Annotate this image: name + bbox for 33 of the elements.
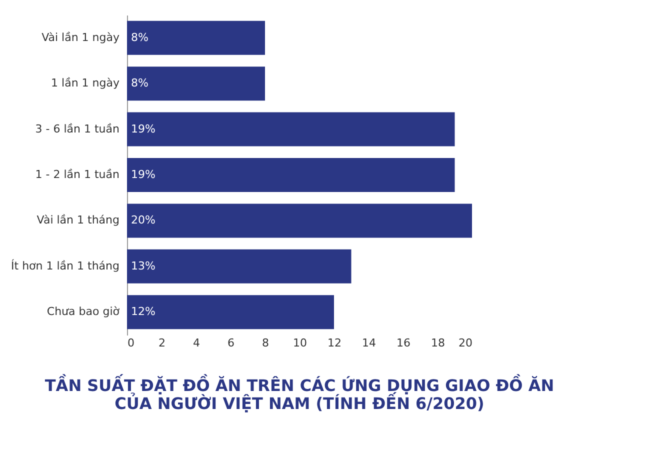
x-tick-label: 20: [458, 336, 472, 350]
bar: [127, 66, 265, 101]
data-label: 8%: [131, 76, 148, 90]
bar: [127, 204, 472, 238]
x-tick-label: 2: [158, 336, 166, 350]
data-label: 8%: [131, 30, 148, 44]
x-tick-label: 4: [193, 336, 200, 350]
bar: [127, 158, 455, 192]
x-tick-label: 0: [128, 336, 134, 350]
x-tick-label: 14: [362, 336, 376, 350]
bar: [127, 249, 352, 284]
y-tick-label: Vài lần 1 ngày: [42, 30, 120, 44]
text: TẦN SUẤT ĐẶT ĐỒ ĂN TRÊN CÁC ỨNG DỤNG GIAO ĐỒ ĂN CỦA NGƯỜI VIỆT NAM (TÍNH ĐẾN 6/2020): [44, 374, 554, 413]
y-tick-label: 1 - 2 lần 1 tuần: [35, 168, 120, 181]
bar: [127, 295, 334, 330]
y-tick-label: 1 lần 1 ngày: [51, 76, 120, 90]
x-tick-label: 12: [328, 336, 342, 350]
x-tick-label: 16: [396, 336, 410, 350]
data-label: 20%: [131, 214, 156, 227]
y-tick-label: Vài lần 1 tháng: [36, 214, 120, 227]
x-tick-label: 8: [262, 336, 269, 350]
y-tick-label: Chưa bao giờ: [46, 305, 120, 318]
y-tick-label: Ít hơn 1 lần 1 tháng: [11, 258, 120, 272]
bar: [127, 112, 455, 146]
data-label: 12%: [131, 305, 156, 318]
x-tick-label: 10: [293, 336, 307, 350]
x-tick-label: 18: [431, 336, 445, 350]
data-label: 19%: [131, 168, 156, 181]
y-tick-label: 3 - 6 lần 1 tuần: [35, 122, 120, 136]
x-tick-label: 6: [228, 336, 234, 350]
data-label: 13%: [131, 259, 156, 272]
bar: [127, 20, 265, 55]
data-label: 19%: [131, 122, 156, 136]
